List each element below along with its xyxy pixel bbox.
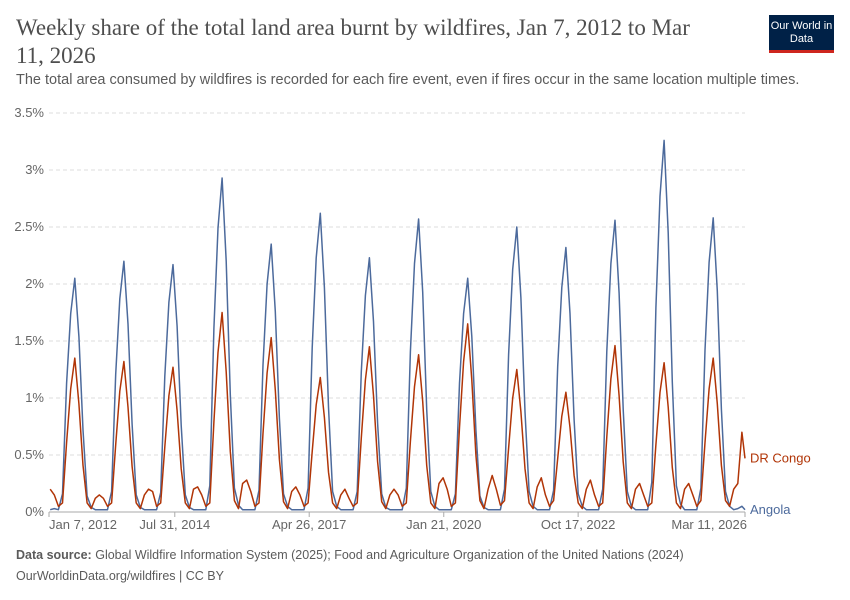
y-tick-label: 0.5% — [14, 447, 44, 462]
data-source: Data source: Global Wildfire Information… — [16, 548, 684, 562]
owid-logo[interactable]: Our World in Data — [769, 15, 834, 53]
x-tick-label: Jan 21, 2020 — [406, 517, 481, 532]
chart-subtitle: The total area consumed by wildfires is … — [16, 72, 800, 88]
y-tick-label: 1% — [25, 390, 44, 405]
series-line-angola — [50, 139, 746, 511]
series-line-dr-congo — [49, 311, 746, 510]
series-label-dr-congo: DR Congo — [750, 450, 811, 465]
series-label-angola: Angola — [750, 502, 791, 517]
y-tick-label: 3.5% — [14, 105, 44, 120]
source-label: Data source: — [16, 548, 92, 562]
x-tick-label: Oct 17, 2022 — [541, 517, 615, 532]
source-text: Global Wildfire Information System (2025… — [95, 548, 684, 562]
y-tick-label: 2.5% — [14, 219, 44, 234]
logo-text: Our World in Data — [770, 20, 833, 45]
x-tick-label: Jul 31, 2014 — [139, 517, 210, 532]
y-tick-label: 3% — [25, 162, 44, 177]
x-tick-label: Mar 11, 2026 — [671, 517, 747, 532]
chart-title: Weekly share of the total land area burn… — [16, 15, 690, 68]
url-license[interactable]: OurWorldinData.org/wildfires | CC BY — [16, 569, 224, 583]
x-tick-label: Jan 7, 2012 — [49, 517, 117, 532]
x-tick-label: Apr 26, 2017 — [272, 517, 346, 532]
y-tick-label: 2% — [25, 276, 44, 291]
y-tick-label: 0% — [25, 504, 44, 519]
y-tick-label: 1.5% — [14, 333, 44, 348]
